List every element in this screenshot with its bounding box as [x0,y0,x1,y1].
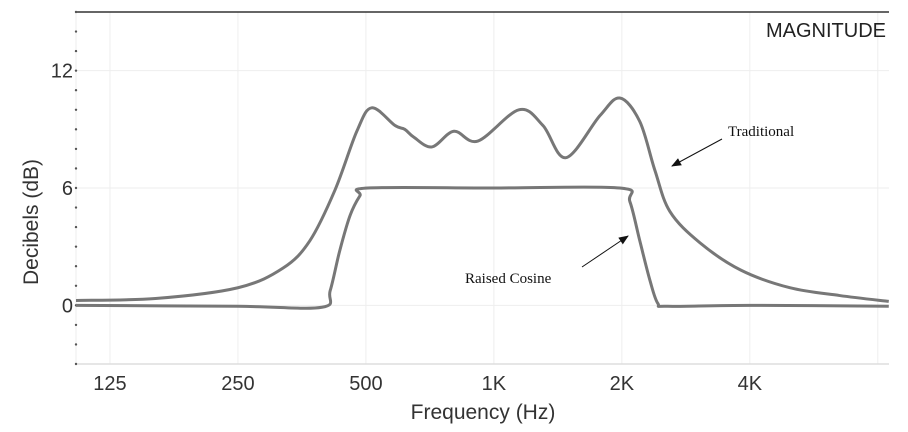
annotation-raised-cosine: Raised Cosine [465,271,552,287]
y-minor-tick [74,128,78,131]
chart-title: MAGNITUDE [766,20,886,42]
x-tick-label: 2K [610,373,635,395]
y-tick-label: 12 [51,61,73,83]
y-tick-labels: 0 6 12 [51,61,73,318]
x-tick-label: 1K [482,373,507,395]
x-tick-label: 500 [349,373,382,395]
y-tick-label: 0 [62,295,73,317]
x-tick-labels: 125 250 500 1K 2K 4K [93,373,762,395]
x-tick-label: 4K [738,373,763,395]
annotation-traditional-arrow [671,138,723,167]
series-traditional [75,96,889,303]
y-minor-tick [74,343,78,346]
y-minor-tick [74,167,78,170]
y-minor-tick [74,10,78,14]
y-minor-tick [74,362,78,366]
y-minor-tick [74,89,78,92]
y-minor-tick [74,265,78,268]
y-minor-tick [74,147,78,151]
y-minor-ticks [74,10,78,366]
y-minor-tick [74,49,78,53]
annotation-raised-cosine-arrow [581,235,629,268]
y-minor-tick [74,206,78,209]
y-tick-label: 6 [62,178,73,200]
y-minor-tick [74,284,78,287]
x-axis-label: Frequency (Hz) [411,401,556,424]
y-minor-tick [74,186,78,190]
y-minor-tick [74,108,78,111]
y-axis-label: Decibels (dB) [20,159,43,285]
x-tick-label: 250 [221,373,254,395]
series-lines [75,96,889,310]
y-minor-tick [74,30,78,33]
annotation-traditional: Traditional [728,124,794,140]
y-minor-tick [74,225,78,229]
y-minor-tick [74,245,78,248]
y-minor-tick [74,323,78,327]
series-raised-cosine [75,185,889,310]
y-minor-tick [74,69,78,72]
x-tick-label: 125 [93,373,126,395]
